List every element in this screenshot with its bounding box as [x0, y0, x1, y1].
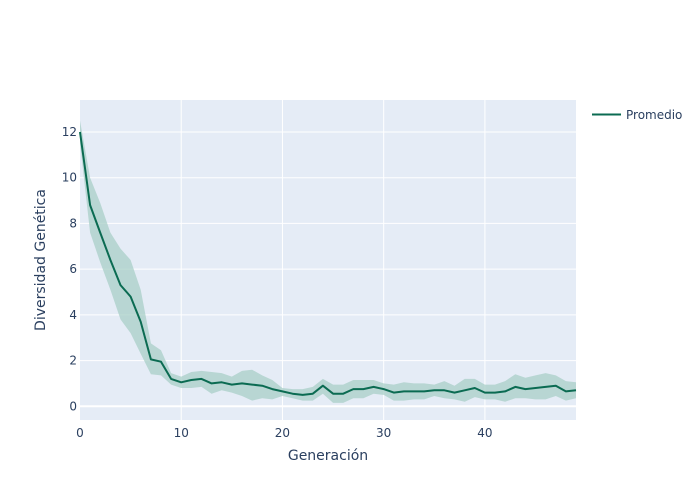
x-tick-label: 10: [174, 426, 189, 440]
y-tick-label: 2: [69, 354, 77, 368]
series-line-promedio[interactable]: [79, 131, 577, 396]
x-axis-title: Generación: [288, 448, 368, 464]
y-tick-label: 8: [69, 216, 77, 230]
x-tick-label: 40: [477, 426, 492, 440]
y-tick-label: 6: [69, 262, 77, 276]
y-tick-label: 10: [62, 171, 77, 185]
legend[interactable]: Promedio: [592, 108, 682, 122]
tick-labels: 0 10 20 30 40 0 2 4 6 8 10 12: [62, 125, 493, 440]
x-tick-label: 0: [76, 426, 84, 440]
y-tick-label: 12: [62, 125, 77, 139]
x-tick-label: 30: [376, 426, 391, 440]
line-layer: [79, 131, 577, 396]
y-tick-label: 0: [69, 399, 77, 413]
legend-label-promedio: Promedio: [626, 108, 682, 122]
x-tick-label: 20: [275, 426, 290, 440]
y-axis-title: Diversidad Genética: [33, 189, 49, 331]
grid-lines: [80, 100, 576, 420]
y-tick-label: 4: [69, 308, 77, 322]
